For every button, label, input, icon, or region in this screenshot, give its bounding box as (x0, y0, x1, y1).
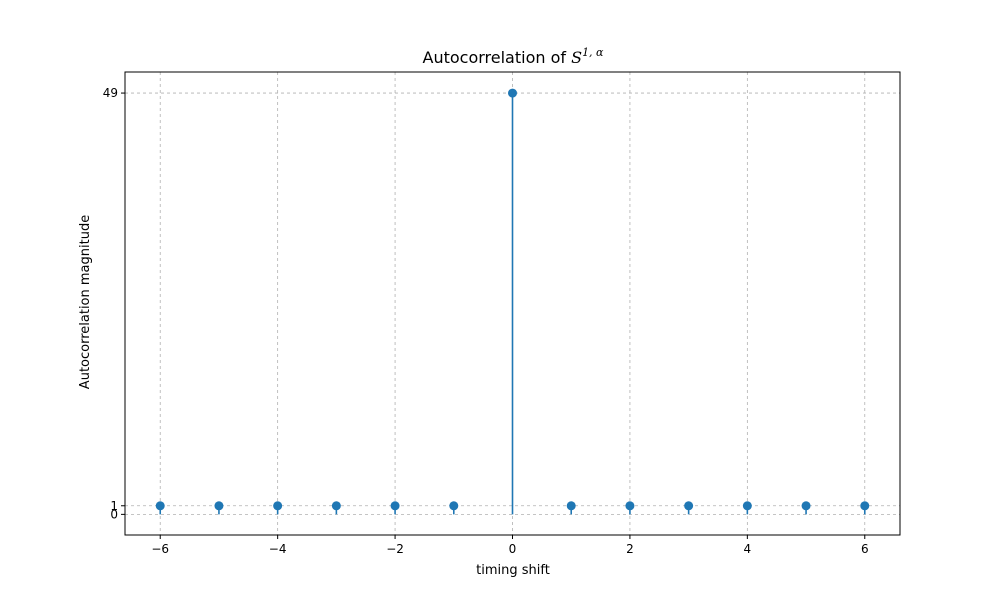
stem-marker (742, 501, 752, 511)
stem-marker (566, 501, 576, 511)
stem-marker (449, 501, 459, 511)
x-tick-label: 6 (861, 542, 869, 556)
y-tick-label: 1 (110, 499, 118, 513)
x-tick-label: −2 (386, 542, 404, 556)
stem-marker (331, 501, 341, 511)
x-tick-label: −4 (269, 542, 287, 556)
x-tick-label: −6 (151, 542, 169, 556)
stem-marker (390, 501, 400, 511)
chart-title: Autocorrelation of S1, α (423, 46, 605, 67)
stem-marker (273, 501, 283, 511)
stem-marker (214, 501, 224, 511)
y-tick-label: 0 (110, 507, 118, 521)
x-tick-label: 0 (509, 542, 517, 556)
stem-marker (801, 501, 811, 511)
x-tick-label: 2 (626, 542, 634, 556)
stem-marker (155, 501, 165, 511)
x-tick-label: 4 (744, 542, 752, 556)
x-axis-label: timing shift (476, 563, 550, 578)
stem-series (155, 88, 870, 515)
stem-marker (684, 501, 694, 511)
y-tick-label: 49 (103, 86, 118, 100)
stem-marker (508, 88, 517, 98)
stem-marker (860, 501, 870, 511)
stem-marker (625, 501, 635, 511)
y-axis-label: Autocorrelation magnitude (78, 215, 93, 389)
